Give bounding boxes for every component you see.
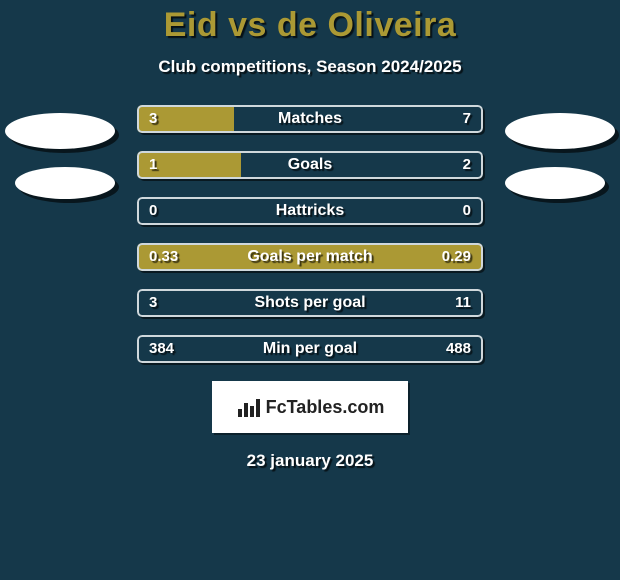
stat-right-value: 11 — [443, 289, 483, 317]
stat-row: 3 11Shots per goal — [137, 289, 483, 317]
left-player-marker-2 — [15, 167, 115, 199]
fctables-logo[interactable]: FcTables.com — [212, 381, 408, 433]
right-player-marker-2 — [505, 167, 605, 199]
stat-left-value: 1 — [137, 151, 169, 179]
logo-bars-icon — [236, 395, 262, 419]
page-title: Eid vs de Oliveira — [0, 6, 620, 45]
stat-row: 0 0Hattricks — [137, 197, 483, 225]
stat-bar-border — [137, 335, 483, 363]
stat-right-value: 0 — [451, 197, 483, 225]
stat-left-value: 3 — [137, 289, 169, 317]
stat-right-value: 488 — [434, 335, 483, 363]
stat-row: 37Matches — [137, 105, 483, 133]
stat-row: 384 488Min per goal — [137, 335, 483, 363]
left-player-marker-1 — [5, 113, 115, 149]
logo-text: FcTables.com — [266, 397, 385, 418]
stat-label: Shots per goal — [137, 289, 483, 317]
stat-left-value: 384 — [137, 335, 186, 363]
stat-bar-border — [137, 289, 483, 317]
stat-right-value: 7 — [451, 105, 483, 133]
stat-bar-border — [137, 197, 483, 225]
stat-left-value: 0.33 — [137, 243, 190, 271]
page-subtitle: Club competitions, Season 2024/2025 — [0, 57, 620, 77]
stat-left-value: 0 — [137, 197, 169, 225]
right-player-marker-1 — [505, 113, 615, 149]
stat-row: 0.330.29Goals per match — [137, 243, 483, 271]
comparison-bars: 37Matches12Goals00Hattricks0.330.29Goals… — [137, 105, 483, 363]
page-root: Eid vs de Oliveira Club competitions, Se… — [0, 0, 620, 580]
stat-right-value: 2 — [451, 151, 483, 179]
stat-row: 12Goals — [137, 151, 483, 179]
stat-label: Min per goal — [137, 335, 483, 363]
stat-label: Hattricks — [137, 197, 483, 225]
inner-container: Eid vs de Oliveira Club competitions, Se… — [0, 0, 620, 580]
content-area: 37Matches12Goals00Hattricks0.330.29Goals… — [0, 105, 620, 363]
stat-left-value: 3 — [137, 105, 169, 133]
stat-right-value: 0.29 — [430, 243, 483, 271]
footer-date: 23 january 2025 — [0, 451, 620, 471]
